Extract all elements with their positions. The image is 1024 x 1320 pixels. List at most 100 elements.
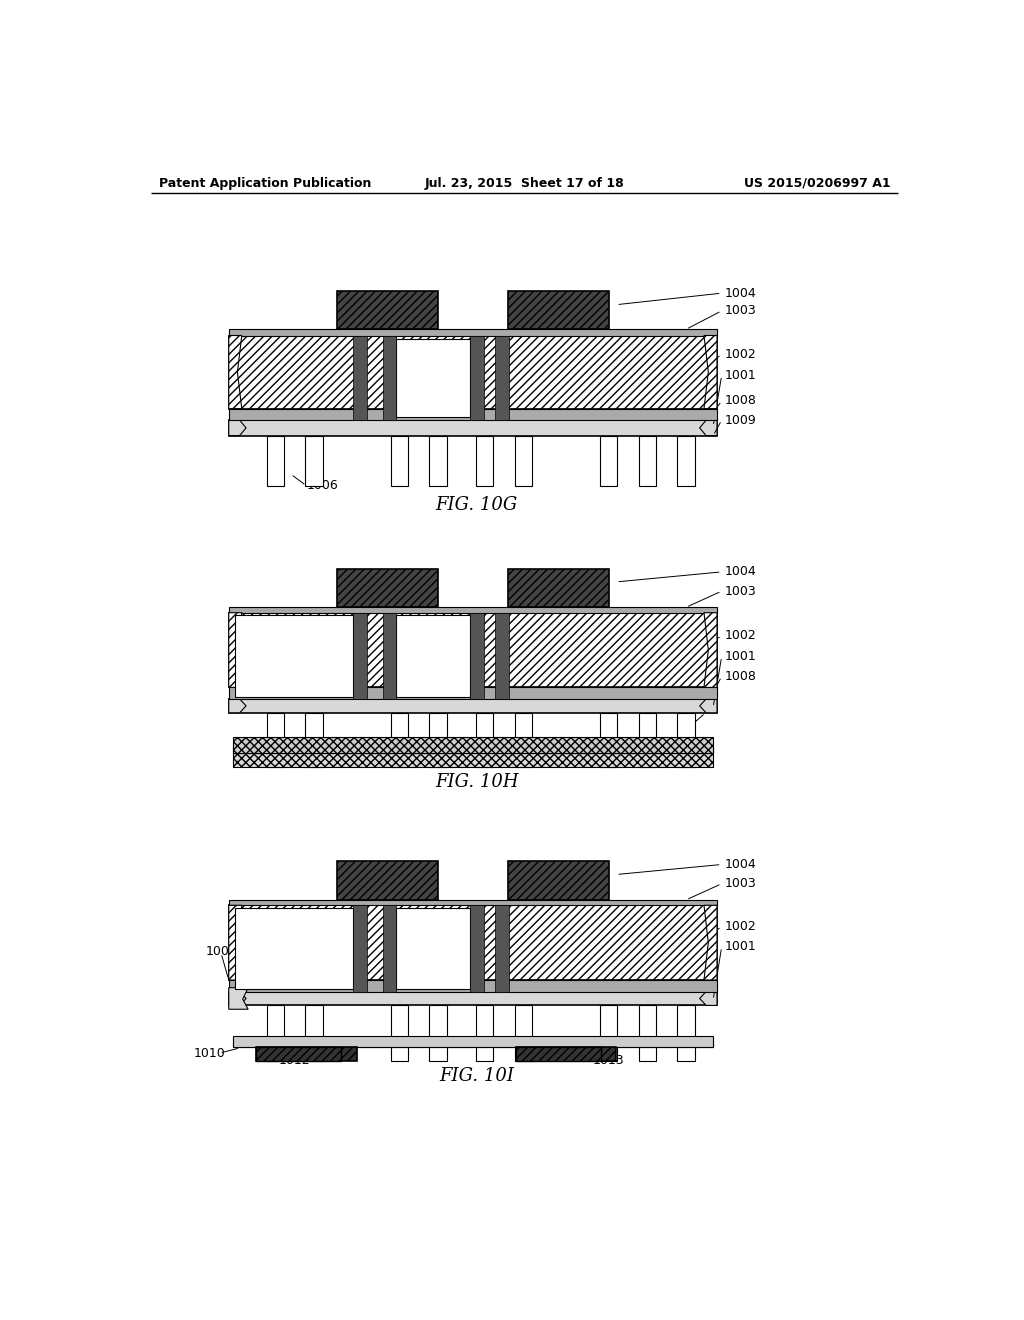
Text: 1011: 1011 xyxy=(256,649,288,663)
Text: 1007: 1007 xyxy=(450,648,481,661)
Polygon shape xyxy=(703,906,717,979)
Bar xyxy=(266,713,284,767)
Bar xyxy=(353,335,368,420)
Text: 1012: 1012 xyxy=(280,1055,310,1068)
Text: 1001: 1001 xyxy=(725,940,757,953)
Bar xyxy=(228,612,717,688)
Bar xyxy=(396,615,470,697)
Bar xyxy=(266,1006,284,1061)
Bar xyxy=(515,1047,616,1061)
Bar xyxy=(232,738,713,752)
Text: 1010: 1010 xyxy=(194,1047,225,1060)
Polygon shape xyxy=(699,700,717,713)
Bar xyxy=(476,436,493,486)
Bar xyxy=(337,290,438,330)
Bar xyxy=(234,908,353,989)
Text: 1008: 1008 xyxy=(206,945,238,958)
Text: FIG. 10I: FIG. 10I xyxy=(439,1068,514,1085)
Bar xyxy=(228,330,717,335)
Bar xyxy=(228,991,717,1006)
Text: 1009: 1009 xyxy=(655,754,687,767)
Bar xyxy=(234,615,353,697)
Text: US 2015/0206997 A1: US 2015/0206997 A1 xyxy=(744,177,891,190)
Text: 1001: 1001 xyxy=(725,649,757,663)
Bar xyxy=(515,1006,531,1061)
Polygon shape xyxy=(703,612,717,688)
Text: 1006: 1006 xyxy=(306,479,338,492)
Text: 1004: 1004 xyxy=(725,565,757,578)
Text: 1010: 1010 xyxy=(434,756,466,770)
Bar xyxy=(353,612,368,700)
Polygon shape xyxy=(228,335,242,409)
Text: 1008: 1008 xyxy=(725,395,757,408)
Text: 1004: 1004 xyxy=(725,858,757,871)
Bar xyxy=(476,713,493,767)
Bar xyxy=(305,436,323,486)
Bar xyxy=(639,1006,655,1061)
Bar xyxy=(383,335,396,420)
Bar xyxy=(337,862,438,900)
Text: 1001: 1001 xyxy=(725,370,757,381)
Polygon shape xyxy=(228,991,246,1006)
Bar xyxy=(495,335,509,420)
Bar xyxy=(228,420,717,436)
Bar xyxy=(232,752,713,767)
Text: 1003: 1003 xyxy=(725,305,757,317)
Bar xyxy=(470,906,484,991)
Bar xyxy=(508,569,608,607)
Bar xyxy=(515,436,531,486)
Polygon shape xyxy=(228,906,242,979)
Bar xyxy=(429,713,446,767)
Text: 1011: 1011 xyxy=(256,945,288,958)
Bar xyxy=(396,339,470,417)
Bar xyxy=(228,906,717,979)
Text: 1002: 1002 xyxy=(725,348,757,362)
Text: 1013: 1013 xyxy=(593,1055,625,1068)
Bar xyxy=(232,1043,713,1047)
Bar xyxy=(495,612,509,700)
Bar xyxy=(305,713,323,767)
Bar xyxy=(508,862,608,900)
Polygon shape xyxy=(228,612,242,688)
Text: 1008: 1008 xyxy=(725,671,757,684)
Text: FIG. 10H: FIG. 10H xyxy=(435,774,518,791)
Text: 1007: 1007 xyxy=(450,366,481,379)
Bar xyxy=(396,908,470,989)
Text: 1004: 1004 xyxy=(725,286,757,300)
Text: FIG. 10G: FIG. 10G xyxy=(435,496,518,513)
Bar xyxy=(228,979,717,991)
Bar xyxy=(678,436,694,486)
Bar xyxy=(383,612,396,700)
Bar xyxy=(232,747,713,752)
Bar xyxy=(256,1047,341,1061)
Bar xyxy=(429,436,446,486)
Polygon shape xyxy=(703,335,717,409)
Text: 1007: 1007 xyxy=(450,941,481,954)
Bar xyxy=(228,688,717,700)
Bar xyxy=(305,1006,323,1061)
Text: 1009: 1009 xyxy=(725,413,757,426)
Bar xyxy=(476,1006,493,1061)
Bar xyxy=(600,1006,617,1061)
Bar xyxy=(228,900,717,906)
Polygon shape xyxy=(228,700,246,713)
Bar xyxy=(600,436,617,486)
Bar xyxy=(391,1006,408,1061)
Polygon shape xyxy=(228,987,248,1010)
Bar xyxy=(353,906,368,991)
Text: 1003: 1003 xyxy=(725,878,757,890)
Bar xyxy=(391,436,408,486)
Bar xyxy=(639,713,655,767)
Bar xyxy=(232,1036,713,1047)
Bar xyxy=(678,1006,694,1061)
Bar xyxy=(266,436,284,486)
Bar xyxy=(515,1047,601,1061)
Text: Jul. 23, 2015  Sheet 17 of 18: Jul. 23, 2015 Sheet 17 of 18 xyxy=(425,177,625,190)
Bar xyxy=(470,612,484,700)
Bar xyxy=(228,700,717,713)
Text: 1003: 1003 xyxy=(725,585,757,598)
Text: 1002: 1002 xyxy=(725,630,757,643)
Bar xyxy=(600,713,617,767)
Bar xyxy=(678,713,694,767)
Bar xyxy=(515,713,531,767)
